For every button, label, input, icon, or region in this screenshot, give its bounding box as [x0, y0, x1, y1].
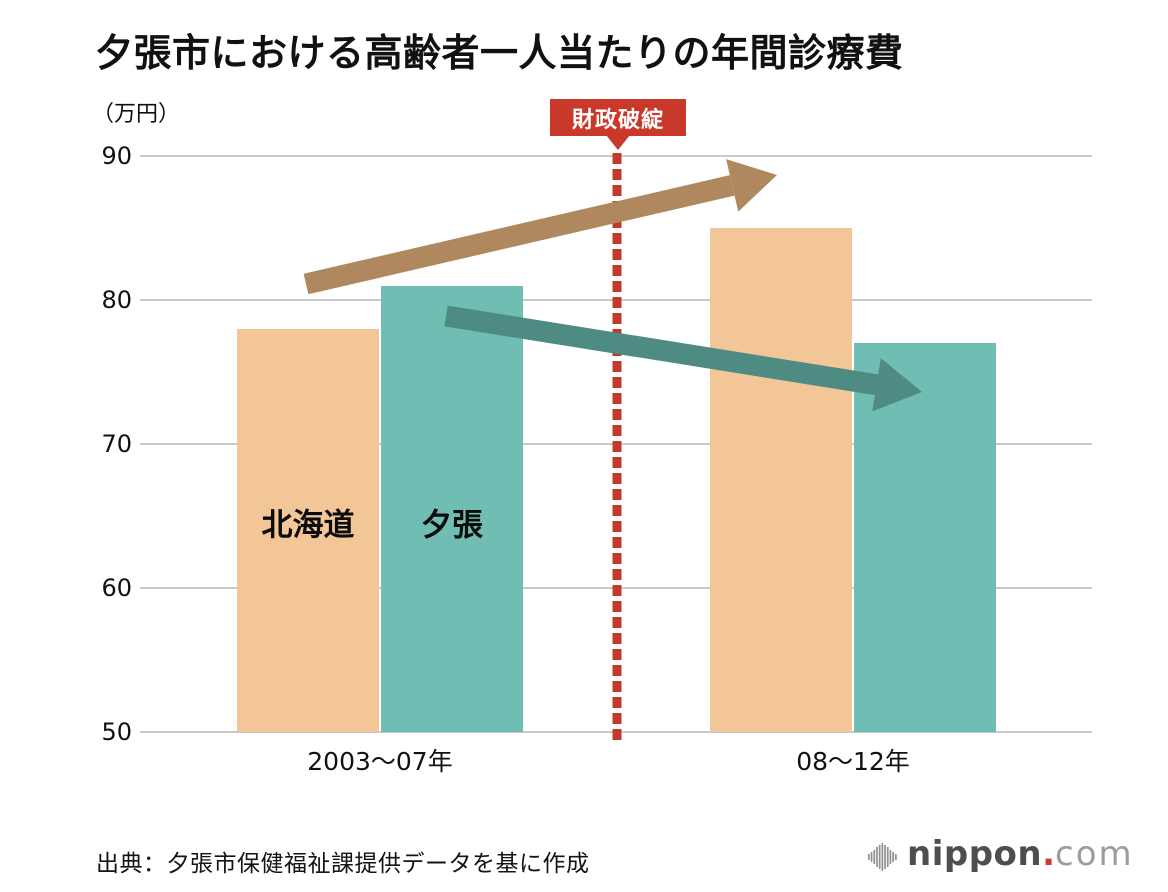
gridline-80	[140, 299, 1092, 301]
bar-hokkaido-0	[237, 328, 379, 732]
x-axis-label-0: 2003〜07年	[307, 747, 453, 776]
chart-title: 夕張市における高齢者一人当たりの年間診療費	[95, 31, 904, 75]
y-tick-label-80: 80	[101, 286, 132, 314]
logo-brand-text: nippon	[907, 834, 1043, 874]
bar-yubari-1	[854, 343, 996, 732]
source-note: 出典：夕張市保健福祉課提供データを基に作成	[96, 851, 590, 877]
badge-pointer-triangle	[606, 135, 630, 150]
series-label-hokkaido: 北海道	[261, 507, 355, 544]
series-label-yubari: 夕張	[421, 507, 483, 544]
bar-hokkaido-1	[710, 228, 852, 732]
nippon-logo: nippon. com	[868, 834, 1134, 874]
y-tick-label-70: 70	[101, 430, 132, 458]
sound-wave-bars-icon	[868, 843, 897, 871]
logo-dot: .	[1042, 834, 1056, 874]
x-axis-label-1: 08〜12年	[796, 747, 910, 776]
gridline-90	[140, 155, 1092, 157]
fiscal-collapse-badge: 財政破綻	[550, 99, 686, 150]
y-tick-label-50: 50	[101, 718, 132, 746]
logo-tld-text: com	[1055, 834, 1134, 874]
y-tick-label-90: 90	[101, 142, 132, 170]
badge-label: 財政破綻	[571, 107, 664, 133]
y-axis-unit-label: （万円）	[92, 102, 181, 127]
y-tick-label-60: 60	[101, 574, 132, 602]
